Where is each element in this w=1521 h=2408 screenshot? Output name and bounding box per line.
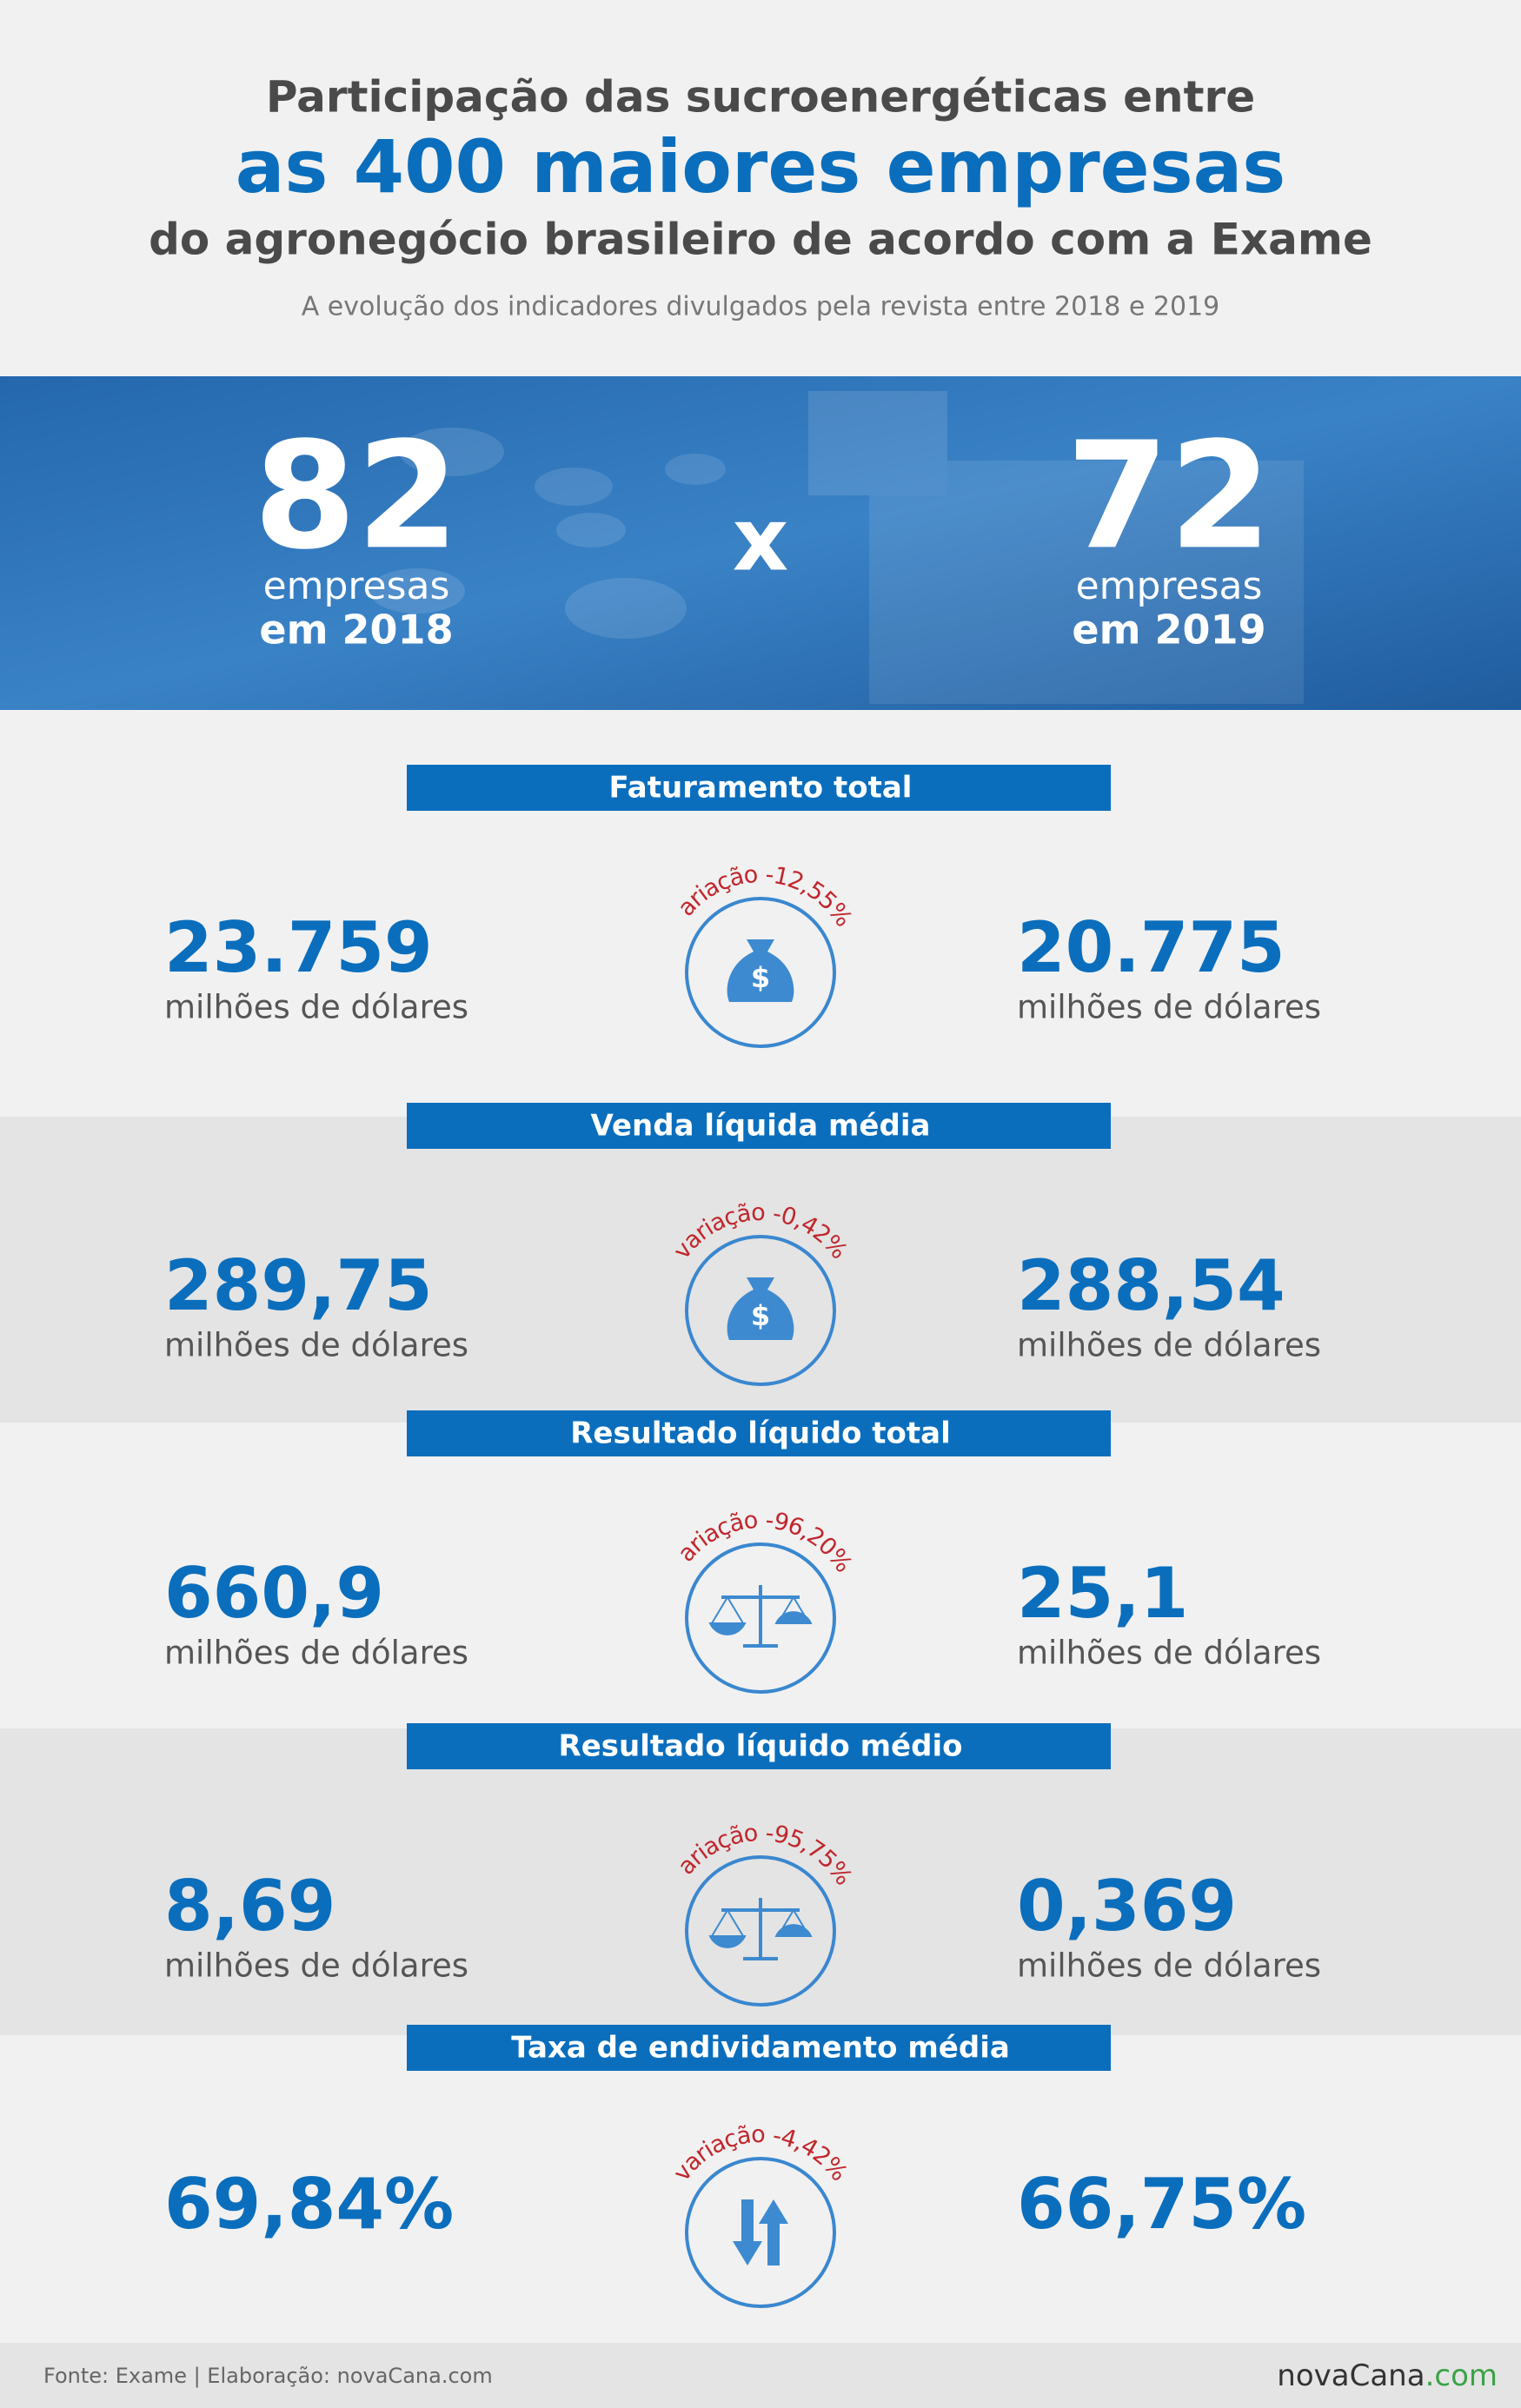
section-title-bar <box>407 765 1111 811</box>
banner-separator: x <box>733 488 789 590</box>
icon-arrow-up <box>759 2199 788 2265</box>
icon-bag <box>727 1277 794 1340</box>
stat-unit: milhões de dólares <box>164 1327 468 1364</box>
section-title: Faturamento total <box>609 771 913 806</box>
logo-name: novaCana <box>1277 2358 1425 2393</box>
banner-label: empresas <box>263 564 450 608</box>
banner: 82 empresas em 2018 x 72 empresas em 201… <box>0 376 1521 710</box>
banner-background <box>0 376 1521 710</box>
section-title: Taxa de endividamento média <box>511 2031 1010 2066</box>
stat-value: 20.775 <box>1017 907 1285 988</box>
footer-band <box>0 2343 1521 2408</box>
icon-circle <box>685 1542 836 1694</box>
section-title: Resultado líquido total <box>570 1416 951 1451</box>
icon-dollar: $ <box>751 1299 770 1332</box>
stat-unit: milhões de dólares <box>1017 1327 1321 1364</box>
footer-logo: novaCana.com <box>1277 2358 1498 2393</box>
title-highlight: as 400 maiores empresas <box>236 124 1286 209</box>
stat-value: 288,54 <box>1017 1245 1285 1326</box>
stat-value: 8,69 <box>164 1866 335 1947</box>
stat-value: 0,369 <box>1017 1866 1237 1947</box>
section-title: Resultado líquido médio <box>559 1729 963 1764</box>
band <box>0 1117 1521 1423</box>
banner-year: em 2019 <box>1072 607 1265 653</box>
banner-year: em 2018 <box>259 607 453 653</box>
stat-value: 23.759 <box>164 907 433 988</box>
stat-value: 69,84% <box>164 2164 454 2245</box>
stat-unit: milhões de dólares <box>164 1947 468 1985</box>
stat-unit: milhões de dólares <box>164 989 468 1026</box>
icon-scale-pan <box>708 1909 747 1948</box>
icon-circle <box>685 897 836 1048</box>
section-title-bar <box>407 2025 1111 2071</box>
stat-unit: milhões de dólares <box>1017 1635 1321 1672</box>
subtitle: A evolução dos indicadores divulgados pe… <box>302 292 1220 322</box>
stat-unit: milhões de dólares <box>164 1635 468 1672</box>
banner-photo <box>369 391 1304 704</box>
icon-bag <box>727 939 794 1002</box>
title-line: Participação das sucroenergéticas entre <box>266 72 1255 123</box>
icon-arrow-down <box>733 2199 762 2265</box>
stat-unit: milhões de dólares <box>1017 1947 1321 1985</box>
stat-value: 66,75% <box>1017 2164 1306 2245</box>
logo-domain: .com <box>1425 2358 1498 2393</box>
section-title-bar <box>407 1723 1111 1769</box>
stat-value: 25,1 <box>1017 1553 1188 1634</box>
icon-scale-pan <box>708 1596 747 1635</box>
icon-scale-pan <box>774 1909 813 1937</box>
icon-scale-pan <box>774 1596 813 1624</box>
icon-circle <box>685 1855 836 2007</box>
section-title: Venda líquida média <box>591 1109 931 1144</box>
footer-source: Fonte: Exame | Elaboração: novaCana.com <box>43 2364 493 2388</box>
section-title-bar <box>407 1103 1111 1149</box>
stat-value: 289,75 <box>164 1245 433 1326</box>
stat-unit: milhões de dólares <box>1017 989 1321 1026</box>
icon-circle <box>685 1235 836 1386</box>
icon-circle <box>685 2157 836 2308</box>
banner-number: 82 <box>254 410 460 582</box>
banner-label: empresas <box>1076 564 1263 608</box>
banner-number: 72 <box>1066 410 1272 582</box>
band <box>0 1728 1521 2035</box>
stat-value: 660,9 <box>164 1553 384 1634</box>
icon-dollar: $ <box>751 961 770 994</box>
title-line: do agronegócio brasileiro de acordo com … <box>149 215 1372 265</box>
section-title-bar <box>407 1410 1111 1456</box>
